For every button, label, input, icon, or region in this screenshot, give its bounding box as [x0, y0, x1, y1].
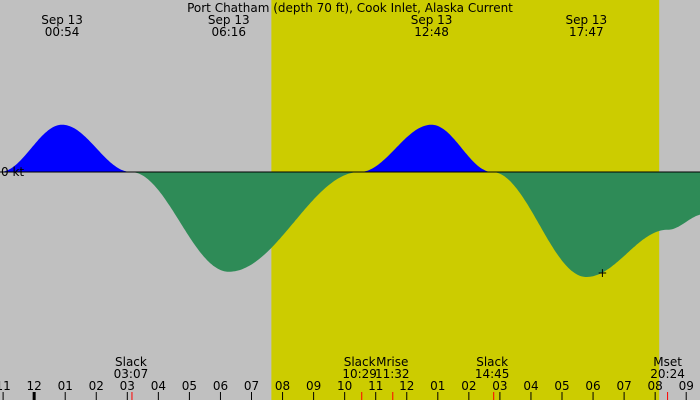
hour-tick-label: 03	[492, 379, 507, 393]
flood-area	[359, 124, 493, 172]
ebb-area	[130, 172, 360, 272]
hour-tick-label: 12	[27, 379, 42, 393]
hour-tick-label: 08	[648, 379, 663, 393]
top-event-date: Sep 13	[411, 13, 453, 27]
bottom-event-label: Slack	[344, 355, 376, 369]
bottom-event-time: 10:29	[342, 367, 377, 381]
hour-tick-label: 10	[337, 379, 352, 393]
top-event-time: 12:48	[414, 25, 449, 39]
hour-tick-label: 07	[244, 379, 259, 393]
top-event-date: Sep 13	[41, 13, 83, 27]
hour-tick-label: 06	[213, 379, 228, 393]
hour-tick-label: 04	[151, 379, 166, 393]
bottom-event-label: Slack	[115, 355, 147, 369]
hour-tick-label: 01	[430, 379, 445, 393]
zero-label: 0 kt	[1, 165, 24, 179]
hour-tick-label: 08	[275, 379, 290, 393]
top-event-date: Sep 13	[208, 13, 250, 27]
hour-tick-label: 07	[616, 379, 631, 393]
bottom-event-time: 11:32	[375, 367, 410, 381]
top-event-time: 00:54	[45, 25, 80, 39]
bottom-event-label: Slack	[476, 355, 508, 369]
ebb-area	[492, 172, 700, 277]
markers: +	[597, 266, 607, 280]
bottom-event-time: 03:07	[114, 367, 149, 381]
hour-tick-label: 05	[182, 379, 197, 393]
hour-tick-label: 12	[399, 379, 414, 393]
hour-tick-label: 02	[461, 379, 476, 393]
hour-tick-label: 06	[585, 379, 600, 393]
hour-tick-label: 09	[679, 379, 694, 393]
hour-tick-label: 05	[554, 379, 569, 393]
bottom-event-labels: k2Slack03:07Slack10:29Mrise11:32Slack14:…	[114, 355, 685, 381]
current-areas	[0, 124, 700, 277]
flood-area	[0, 124, 131, 172]
chart-title: Port Chatham (depth 70 ft), Cook Inlet, …	[187, 1, 513, 15]
plus-marker: +	[597, 266, 607, 280]
hour-tick-label: 11	[0, 379, 11, 393]
bottom-event-time: 20:24	[650, 367, 685, 381]
hour-tick-label: 03	[120, 379, 135, 393]
hour-tick-label: 02	[89, 379, 104, 393]
bottom-event-label: Mset	[653, 355, 682, 369]
top-event-time: 17:47	[569, 25, 604, 39]
hour-tick-label: 11	[368, 379, 383, 393]
top-event-time: 06:16	[211, 25, 246, 39]
hour-tick-label: 09	[306, 379, 321, 393]
top-event-date: Sep 13	[565, 13, 607, 27]
hour-tick-label: 04	[523, 379, 538, 393]
hour-axis: 11 12 01 02 03 04 05 06 07 08 09 10 11 12 01 02 03 04 05 06…	[0, 379, 694, 400]
bottom-event-time: 14:45	[475, 367, 510, 381]
bottom-event-label: Mrise	[376, 355, 408, 369]
hour-tick-label: 01	[58, 379, 73, 393]
